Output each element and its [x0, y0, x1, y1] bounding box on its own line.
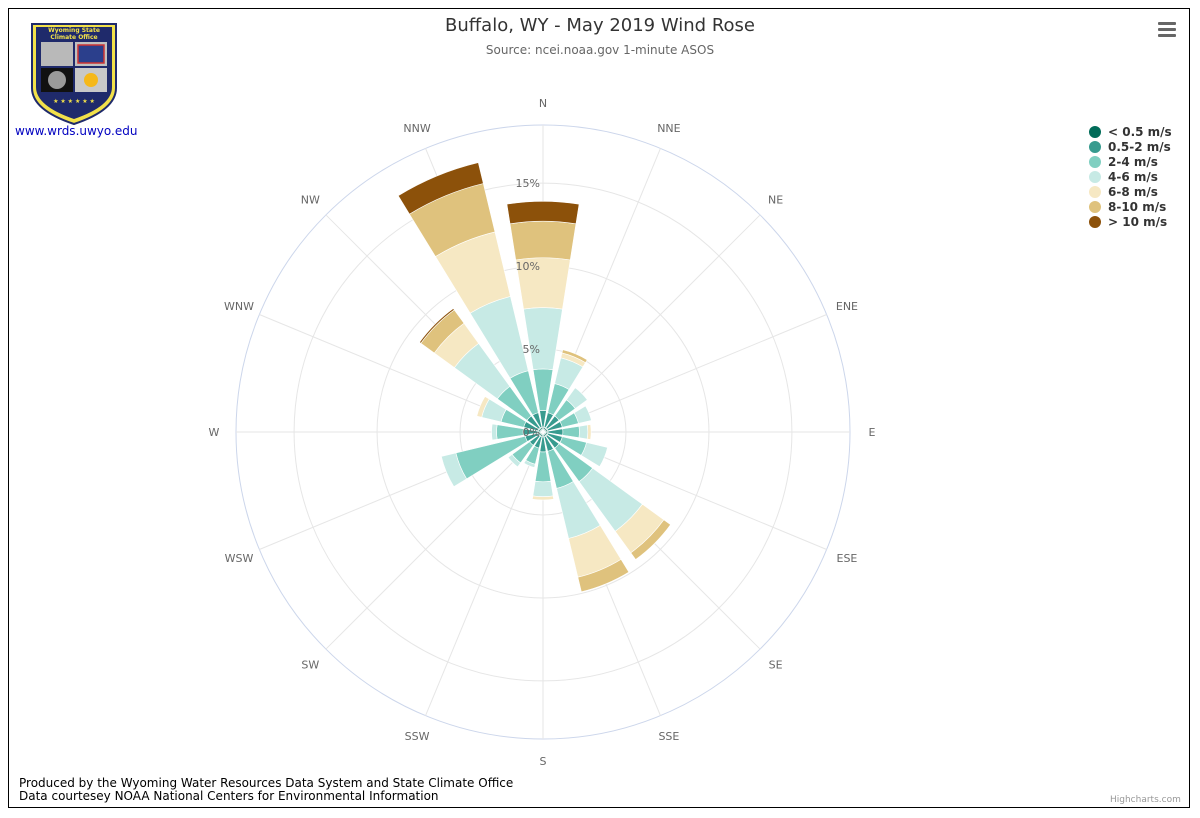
direction-label-ese: ESE [837, 552, 858, 565]
logo-text-2: Climate Office [50, 34, 97, 41]
grid-spoke [542, 314, 827, 433]
logo-text-1: Wyoming State [48, 27, 100, 34]
bar-segment-w-3[interactable] [491, 423, 498, 441]
direction-label-sw: SW [301, 659, 319, 672]
bar-segment-e-2[interactable] [562, 425, 580, 439]
bar-segment-e-3[interactable] [578, 424, 589, 440]
bar-segment-sse-5[interactable] [577, 558, 630, 593]
radial-tick-label: 5% [523, 343, 540, 356]
legend-item[interactable]: < 0.5 m/s [1089, 124, 1172, 139]
chart-legend: < 0.5 m/s 0.5-2 m/s 2-4 m/s 4-6 m/s 6-8 m/s 8… [1089, 124, 1172, 229]
footer-line-1: Produced by the Wyoming Water Resources … [19, 776, 514, 790]
bar-segment-ssw-3[interactable] [523, 459, 536, 468]
bar-segment-s-3[interactable] [532, 480, 554, 498]
direction-label-ssw: SSW [405, 730, 430, 743]
legend-label: 4-6 m/s [1108, 169, 1158, 184]
legend-label: 8-10 m/s [1108, 199, 1167, 214]
sun-icon [84, 73, 98, 87]
footer-note: Produced by the Wyoming Water Resources … [19, 777, 513, 803]
legend-marker-icon [1089, 155, 1101, 168]
moon-icon [48, 71, 66, 89]
direction-label-wsw: WSW [225, 552, 254, 565]
bar-segment-s-4[interactable] [532, 495, 554, 501]
direction-label-ene: ENE [836, 300, 858, 313]
bar-segment-e-4[interactable] [586, 424, 592, 440]
legend-item[interactable]: 4-6 m/s [1089, 169, 1172, 184]
legend-marker-icon [1089, 125, 1101, 138]
legend-item[interactable]: 2-4 m/s [1089, 154, 1172, 169]
legend-label: 2-4 m/s [1108, 154, 1158, 169]
direction-label-wnw: WNW [224, 300, 254, 313]
chart-title: Buffalo, WY - May 2019 Wind Rose [445, 15, 755, 36]
direction-label-nnw: NNW [403, 122, 430, 135]
legend-marker-icon [1089, 140, 1101, 153]
bar-segment-ne-3[interactable] [565, 387, 588, 410]
bar-segment-ese-3[interactable] [580, 442, 608, 468]
bar-segment-nne-5[interactable] [561, 349, 588, 364]
grid-spoke [425, 431, 544, 716]
highcharts-credits[interactable]: Highcharts.com [1110, 795, 1181, 805]
bar-segment-n-3[interactable] [523, 307, 563, 371]
logo-stars: ★ ★ ★ ★ ★ ★ [53, 98, 95, 105]
chart-menu-button[interactable] [1158, 22, 1180, 40]
direction-label-sse: SSE [658, 730, 679, 743]
direction-label-s: S [540, 755, 547, 768]
direction-label-nw: NW [301, 193, 320, 206]
website-link[interactable]: www.wrds.uwyo.edu [15, 124, 138, 138]
direction-label-se: SE [769, 659, 783, 672]
legend-marker-icon [1089, 170, 1101, 183]
direction-label-n: N [539, 97, 547, 110]
direction-label-ne: NE [768, 193, 783, 206]
legend-marker-icon [1089, 200, 1101, 213]
radial-tick-label: 10% [516, 260, 540, 273]
chart-subtitle: Source: ncei.noaa.gov 1-minute ASOS [485, 43, 715, 57]
direction-label-nne: NNE [657, 122, 680, 135]
legend-marker-icon [1089, 185, 1101, 198]
legend-item[interactable]: 0.5-2 m/s [1089, 139, 1172, 154]
radial-tick-label: 0% [523, 426, 540, 439]
legend-item[interactable]: 6-8 m/s [1089, 184, 1172, 199]
legend-item[interactable]: > 10 m/s [1089, 214, 1172, 229]
bar-segment-wnw-4[interactable] [476, 396, 490, 418]
bar-segment-nnw-6[interactable] [397, 162, 484, 215]
bar-segment-w-2[interactable] [496, 424, 524, 440]
menu-icon [1158, 22, 1176, 25]
legend-label: > 10 m/s [1108, 214, 1168, 229]
legend-marker-icon [1089, 215, 1101, 228]
climate-office-logo: Wyoming State Climate Office ★ ★ ★ ★ ★ ★ [31, 23, 117, 126]
radial-tick-label: 15% [516, 177, 540, 190]
legend-label: 6-8 m/s [1108, 184, 1158, 199]
bar-segment-n-6[interactable] [506, 201, 580, 225]
legend-label: 0.5-2 m/s [1108, 139, 1171, 154]
bar-segment-nw-6[interactable] [419, 308, 455, 344]
grid-spoke [325, 431, 544, 650]
bar-segment-ene-3[interactable] [573, 405, 592, 424]
bar-segment-n-5[interactable] [509, 220, 577, 261]
bar-segment-se-5[interactable] [630, 519, 671, 560]
bar-segment-wsw-3[interactable] [440, 452, 468, 488]
footer-line-2: Data courtesey NOAA National Centers for… [19, 789, 439, 803]
legend-label: < 0.5 m/s [1108, 124, 1172, 139]
bar-segment-sw-3[interactable] [507, 454, 521, 468]
legend-item[interactable]: 8-10 m/s [1089, 199, 1172, 214]
direction-label-e: E [869, 426, 876, 439]
direction-label-w: W [209, 426, 220, 439]
bar-segment-s-2[interactable] [534, 451, 552, 483]
